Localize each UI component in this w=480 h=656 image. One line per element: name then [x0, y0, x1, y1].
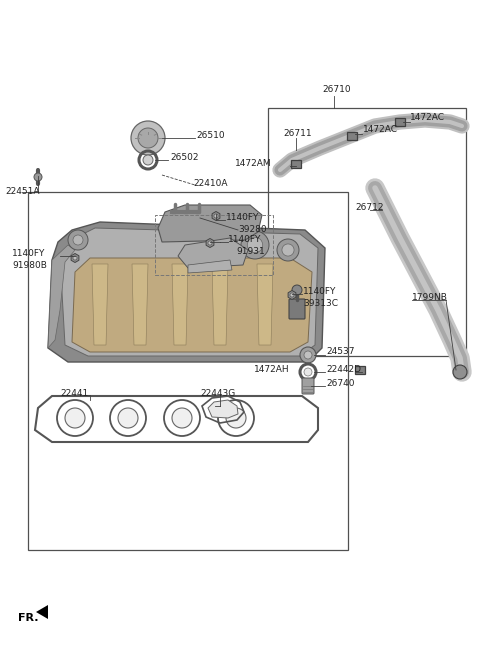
Text: 1140FY: 1140FY	[12, 249, 46, 258]
Polygon shape	[48, 245, 75, 348]
Circle shape	[143, 155, 153, 165]
Circle shape	[68, 230, 88, 250]
Text: 1472AC: 1472AC	[363, 125, 398, 134]
Text: 26711: 26711	[283, 129, 312, 138]
Text: 22442D: 22442D	[326, 365, 361, 373]
Circle shape	[241, 231, 269, 259]
Polygon shape	[212, 211, 220, 220]
FancyBboxPatch shape	[347, 132, 357, 140]
Text: 1140FY: 1140FY	[226, 213, 259, 222]
Circle shape	[73, 235, 83, 245]
Polygon shape	[72, 258, 312, 352]
Text: 1472AC: 1472AC	[410, 113, 445, 123]
Bar	[268, 108, 466, 356]
Polygon shape	[60, 228, 318, 356]
FancyBboxPatch shape	[355, 366, 365, 374]
Text: 26710: 26710	[322, 85, 350, 94]
Polygon shape	[212, 264, 228, 345]
Circle shape	[304, 351, 312, 359]
Circle shape	[208, 241, 212, 245]
Text: 1140FY: 1140FY	[228, 234, 262, 243]
Circle shape	[34, 173, 42, 181]
Text: 26740: 26740	[326, 380, 355, 388]
Text: FR.: FR.	[18, 613, 38, 623]
Text: 22441: 22441	[60, 388, 88, 398]
Polygon shape	[132, 264, 148, 345]
Circle shape	[300, 347, 316, 363]
Text: 1472AM: 1472AM	[235, 159, 272, 167]
Text: 22443G: 22443G	[200, 388, 235, 398]
Polygon shape	[172, 264, 188, 345]
Polygon shape	[206, 239, 214, 247]
Polygon shape	[36, 605, 48, 619]
Circle shape	[247, 237, 263, 253]
Text: 91931: 91931	[236, 247, 265, 256]
Text: 39280: 39280	[238, 226, 266, 234]
Text: 22410A: 22410A	[193, 178, 228, 188]
Polygon shape	[188, 260, 232, 273]
Circle shape	[277, 239, 299, 261]
Polygon shape	[71, 253, 79, 262]
Circle shape	[172, 408, 192, 428]
Circle shape	[138, 128, 158, 148]
Polygon shape	[158, 205, 262, 242]
Circle shape	[131, 121, 165, 155]
Text: 1140FY: 1140FY	[303, 287, 336, 295]
FancyBboxPatch shape	[395, 118, 405, 126]
Circle shape	[292, 285, 302, 295]
Text: 24537: 24537	[326, 348, 355, 356]
Circle shape	[118, 408, 138, 428]
Bar	[28, 192, 348, 550]
Text: 1799NB: 1799NB	[412, 293, 448, 302]
Text: 22451A: 22451A	[5, 188, 39, 197]
Circle shape	[304, 368, 312, 376]
Circle shape	[290, 293, 294, 297]
Polygon shape	[178, 238, 248, 268]
Polygon shape	[257, 264, 273, 345]
Bar	[155, 215, 273, 275]
Circle shape	[65, 408, 85, 428]
Text: 1472AH: 1472AH	[254, 365, 290, 375]
Text: 39313C: 39313C	[303, 298, 338, 308]
FancyBboxPatch shape	[289, 299, 305, 319]
Text: 26502: 26502	[170, 152, 199, 161]
Circle shape	[282, 244, 294, 256]
Text: 26712: 26712	[355, 203, 384, 213]
Text: 91980B: 91980B	[12, 260, 47, 270]
Circle shape	[226, 408, 246, 428]
Text: 26510: 26510	[196, 131, 225, 140]
Circle shape	[214, 214, 218, 218]
Polygon shape	[288, 291, 296, 300]
Circle shape	[453, 365, 467, 379]
FancyBboxPatch shape	[291, 160, 301, 168]
Polygon shape	[48, 222, 325, 362]
Polygon shape	[208, 400, 238, 418]
Polygon shape	[92, 264, 108, 345]
FancyBboxPatch shape	[302, 378, 314, 394]
Circle shape	[73, 256, 77, 260]
